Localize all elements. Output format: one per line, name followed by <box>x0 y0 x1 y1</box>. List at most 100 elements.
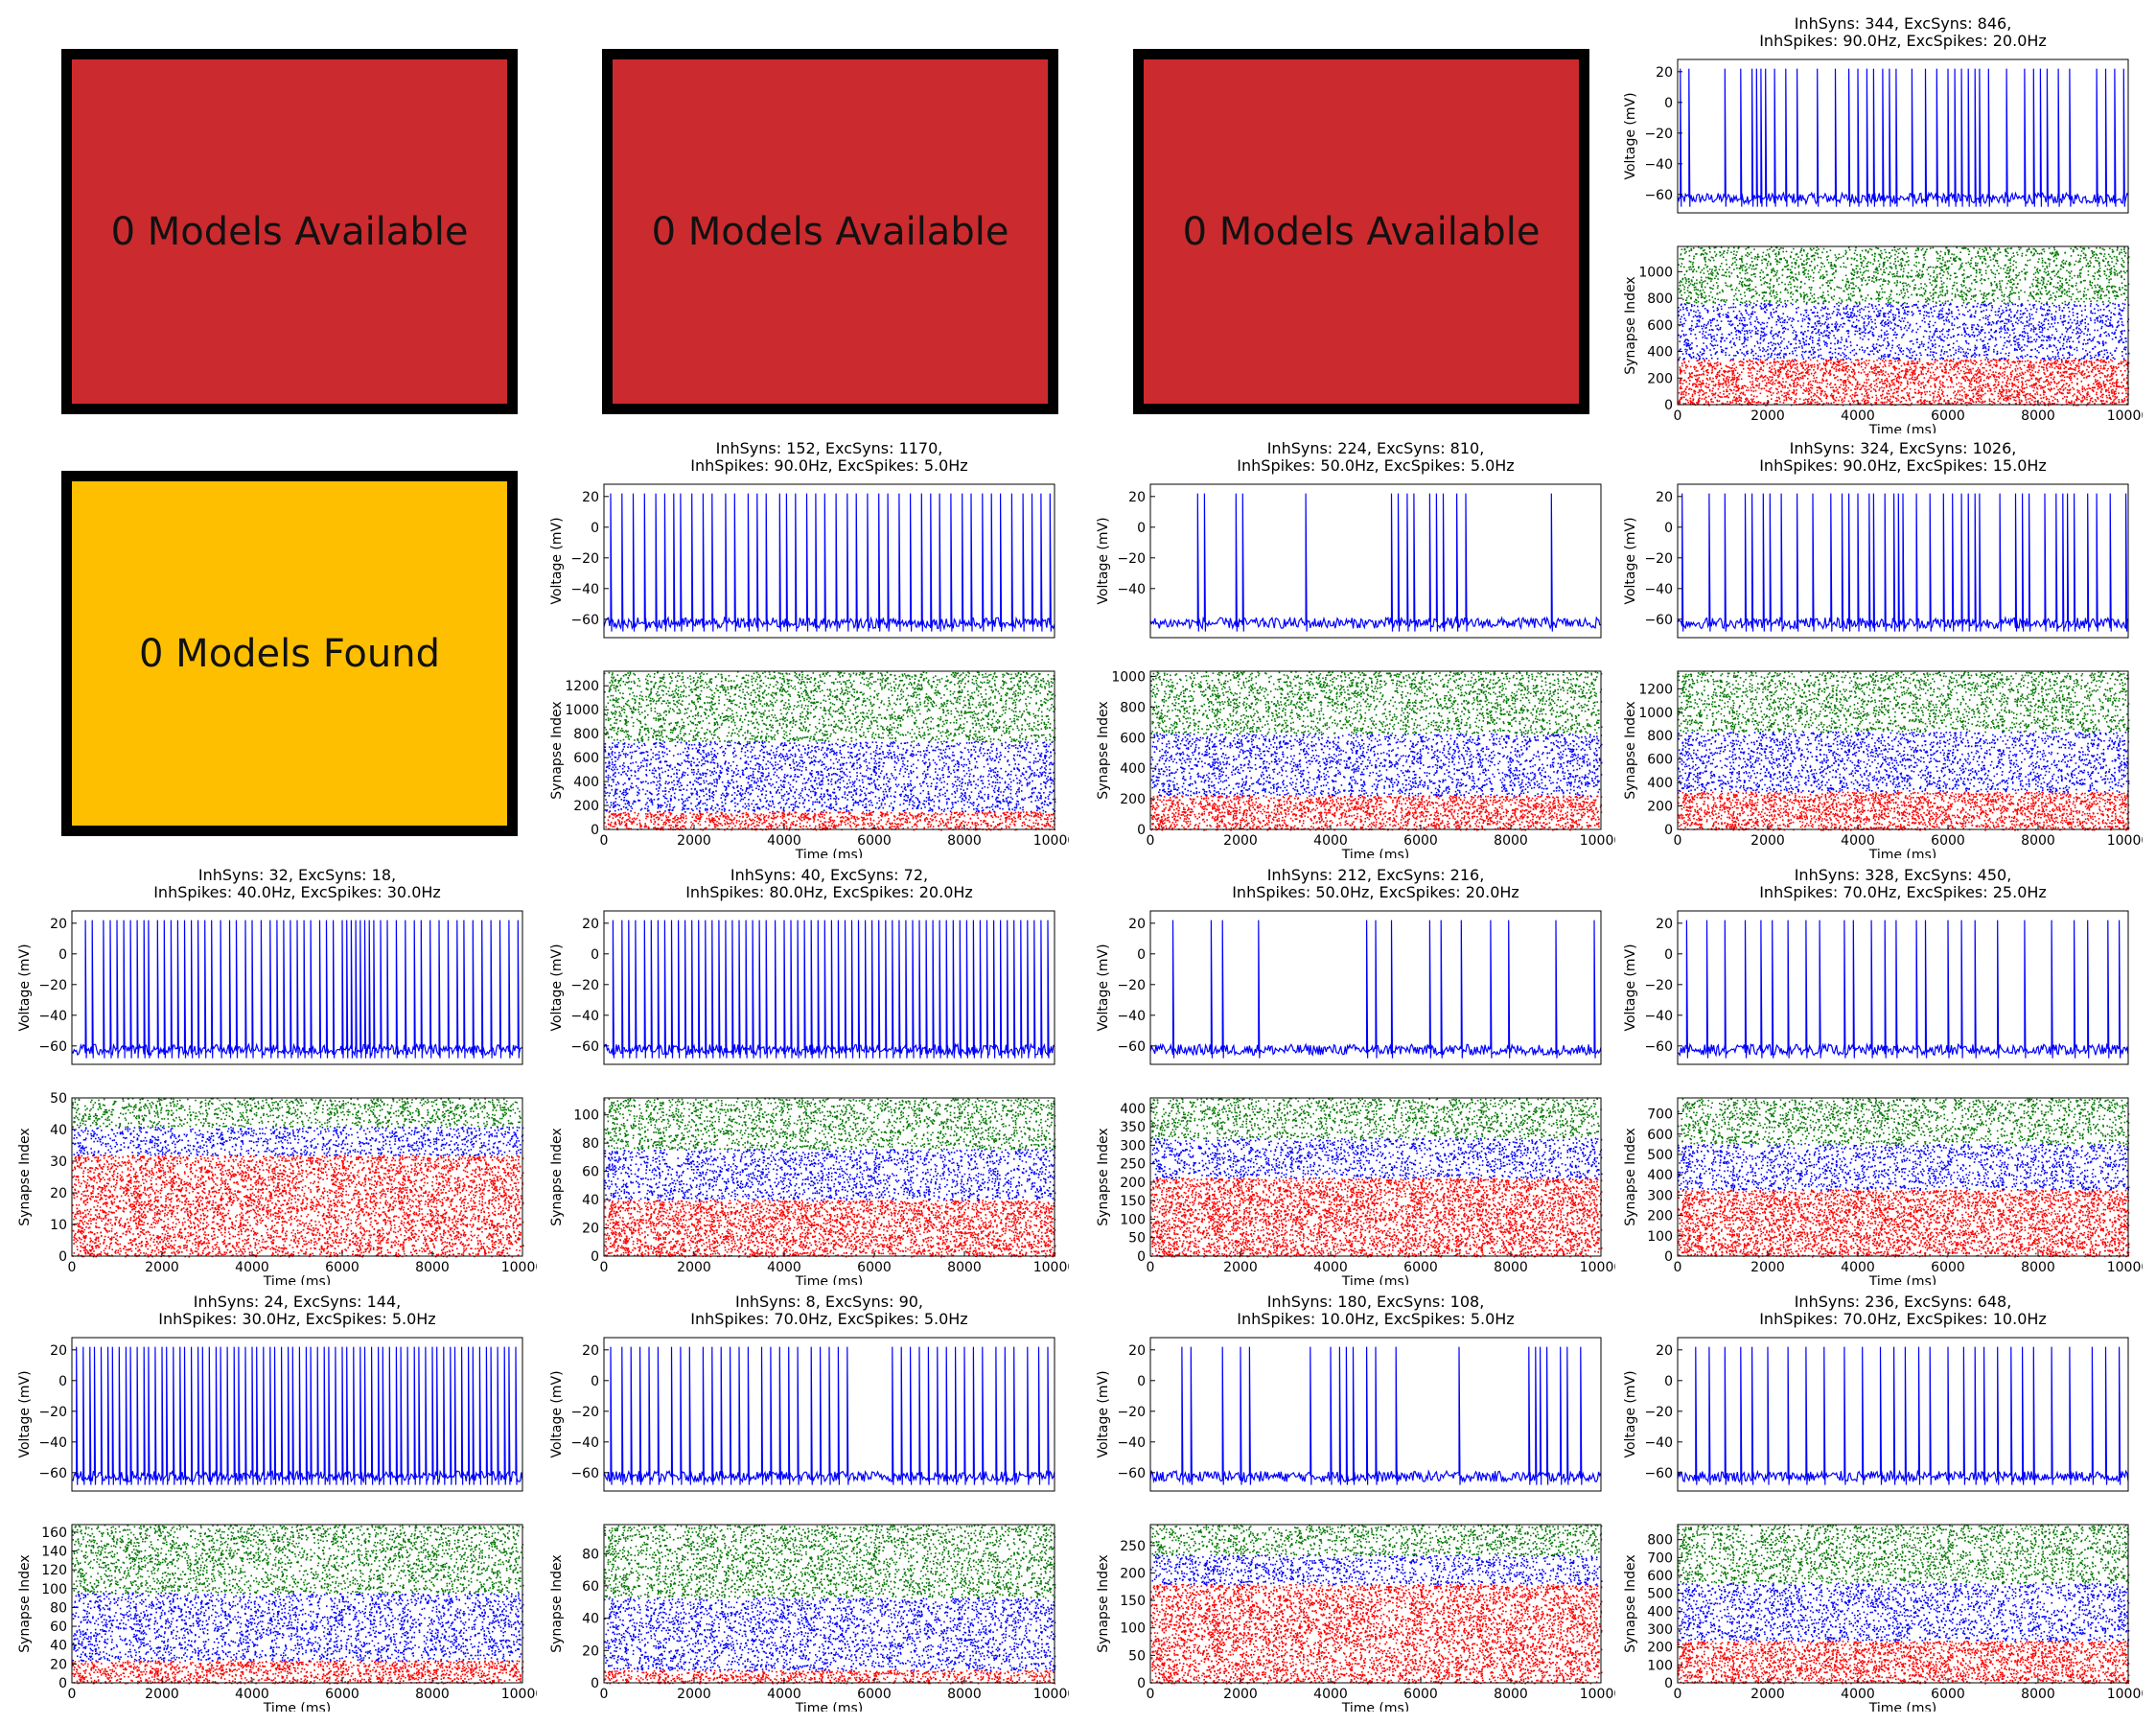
raster-band-mid <box>72 1593 523 1662</box>
raster-band-inh <box>1150 1177 1603 1257</box>
raster-xtick-label: 2000 <box>677 1260 711 1275</box>
voltage-trace <box>1678 921 2128 1059</box>
voltage-ytick-label: −60 <box>38 1466 67 1481</box>
voltage-ylabel: Voltage (mV) <box>1096 517 1111 604</box>
raster-band-inh <box>1678 359 2129 406</box>
raster-band-mid <box>1678 303 2130 361</box>
raster-xtick-label: 6000 <box>325 1260 359 1275</box>
raster-ytick-label: 1000 <box>1638 706 1673 721</box>
raster-band-mid <box>72 1127 523 1156</box>
raster-ytick-label: 700 <box>1647 1550 1673 1566</box>
chart-panel: InhSyns: 152, ExcSyns: 1170, InhSpikes: 9… <box>537 436 1069 858</box>
chart-panel: InhSyns: 344, ExcSyns: 846, InhSpikes: 90… <box>1611 12 2143 433</box>
raster-xtick-label: 8000 <box>1494 1687 1528 1702</box>
raster-xlabel: Time (ms) <box>263 1701 332 1712</box>
raster-band-exc <box>1678 1098 2129 1145</box>
raster-ytick-label: 40 <box>582 1193 599 1208</box>
chart-subtitle: InhSpikes: 90.0Hz, ExcSpikes: 5.0Hz <box>690 456 967 475</box>
voltage-ytick-label: −40 <box>570 582 599 597</box>
chart-title: InhSyns: 40, ExcSyns: 72, <box>730 866 928 884</box>
raster-xtick-label: 8000 <box>415 1260 450 1275</box>
raster-xtick-label: 2000 <box>1750 1687 1785 1702</box>
chart-subtitle: InhSpikes: 80.0Hz, ExcSpikes: 20.0Hz <box>685 883 973 901</box>
voltage-trace <box>72 1347 522 1485</box>
chart-panel: InhSyns: 224, ExcSyns: 810, InhSpikes: 50… <box>1083 436 1615 858</box>
raster-xtick-label: 6000 <box>857 1260 892 1275</box>
chart-subtitle: InhSpikes: 70.0Hz, ExcSpikes: 10.0Hz <box>1759 1310 2047 1328</box>
raster-band-exc <box>1150 671 1603 734</box>
chart-title: InhSyns: 344, ExcSyns: 846, <box>1795 14 2012 33</box>
voltage-ytick-label: −20 <box>1644 551 1673 567</box>
raster-ytick-label: 600 <box>1647 1128 1673 1143</box>
voltage-ytick-label: −20 <box>1644 978 1673 993</box>
chart-svg: InhSyns: 324, ExcSyns: 1026,InhSpikes: 9… <box>1611 436 2143 858</box>
raster-xtick-label: 8000 <box>1494 833 1528 849</box>
voltage-ytick-label: −20 <box>38 978 67 993</box>
raster-band-exc <box>72 1525 524 1594</box>
raster-xtick-label: 2000 <box>1223 1260 1258 1275</box>
voltage-ytick-label: 0 <box>1137 521 1146 536</box>
voltage-ytick-label: −40 <box>38 1009 67 1024</box>
raster-band-exc <box>1150 1098 1602 1139</box>
raster-xtick-label: 0 <box>600 833 609 849</box>
raster-xlabel: Time (ms) <box>1341 1274 1410 1285</box>
raster-ylabel: Synapse Index <box>17 1128 33 1225</box>
raster-xtick-label: 4000 <box>235 1260 269 1275</box>
voltage-ytick-label: −60 <box>1644 1466 1673 1481</box>
raster-ytick-label: 500 <box>1647 1148 1673 1163</box>
raster-ytick-label: 250 <box>1120 1539 1146 1554</box>
voltage-ytick-label: −20 <box>38 1405 67 1420</box>
voltage-axes <box>1678 59 2128 213</box>
chart-title: InhSyns: 180, ExcSyns: 108, <box>1267 1293 1485 1311</box>
raster-band-inh <box>604 1670 1055 1685</box>
chart-svg: InhSyns: 328, ExcSyns: 450,InhSpikes: 70… <box>1611 863 2143 1285</box>
voltage-ytick-label: −60 <box>1644 188 1673 203</box>
raster-xtick-label: 0 <box>1674 408 1682 424</box>
raster-xtick-label: 4000 <box>1313 833 1348 849</box>
raster-ytick-label: 50 <box>1128 1231 1146 1247</box>
raster-band-mid <box>604 741 1055 813</box>
chart-svg: InhSyns: 180, ExcSyns: 108,InhSpikes: 10… <box>1083 1290 1615 1712</box>
raster-band-inh <box>604 1200 1055 1258</box>
chart-title: InhSyns: 8, ExcSyns: 90, <box>735 1293 923 1311</box>
raster-ytick-label: 100 <box>41 1582 67 1597</box>
raster-xtick-label: 6000 <box>1931 1687 1965 1702</box>
voltage-ytick-label: −20 <box>1117 978 1146 993</box>
raster-band-exc <box>604 1098 1055 1151</box>
raster-ytick-label: 80 <box>582 1136 599 1152</box>
raster-xtick-label: 2000 <box>145 1687 179 1702</box>
raster-xlabel: Time (ms) <box>795 1701 864 1712</box>
voltage-ytick-label: 20 <box>582 917 599 932</box>
voltage-ytick-label: 20 <box>1656 65 1673 81</box>
chart-svg: InhSyns: 152, ExcSyns: 1170,InhSpikes: 9… <box>537 436 1069 858</box>
voltage-ylabel: Voltage (mV) <box>1096 1370 1111 1457</box>
raster-band-inh <box>1150 1584 1603 1685</box>
raster-xlabel: Time (ms) <box>1868 1701 1937 1712</box>
voltage-ytick-label: −20 <box>1644 127 1673 142</box>
chart-panel: InhSyns: 212, ExcSyns: 216, InhSpikes: 50… <box>1083 863 1615 1285</box>
raster-xtick-label: 2000 <box>1750 833 1785 849</box>
voltage-ytick-label: 20 <box>1656 490 1673 505</box>
raster-ytick-label: 0 <box>1664 1249 1673 1265</box>
voltage-ylabel: Voltage (mV) <box>549 1370 565 1457</box>
voltage-trace <box>1678 1347 2128 1485</box>
raster-band-exc <box>1678 671 2129 733</box>
raster-xtick-label: 0 <box>1147 1687 1155 1702</box>
raster-ytick-label: 0 <box>1664 1676 1673 1691</box>
voltage-ytick-label: 0 <box>1664 1374 1673 1389</box>
raster-xtick-label: 2000 <box>1223 1687 1258 1702</box>
chart-subtitle: InhSpikes: 30.0Hz, ExcSpikes: 5.0Hz <box>158 1310 435 1328</box>
raster-ytick-label: 400 <box>1647 1604 1673 1620</box>
raster-xtick-label: 0 <box>600 1687 609 1702</box>
voltage-ytick-label: −60 <box>1644 613 1673 628</box>
raster-ytick-label: 0 <box>1664 823 1673 838</box>
voltage-ytick-label: 20 <box>1128 1343 1146 1359</box>
voltage-ytick-label: −20 <box>570 978 599 993</box>
